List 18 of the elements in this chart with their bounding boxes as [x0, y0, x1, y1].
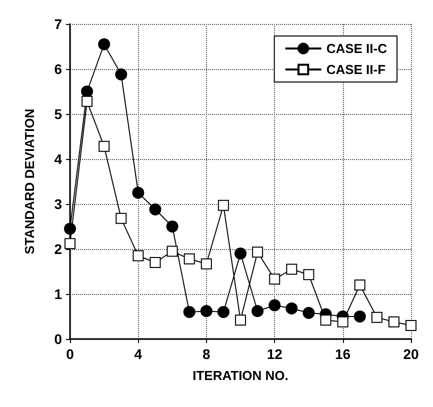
y-tick-label: 1 [54, 286, 62, 302]
y-tick-label: 6 [54, 61, 62, 77]
y-tick-label: 4 [54, 151, 62, 167]
y-tick-label: 3 [54, 196, 62, 212]
y-tick-label: 5 [54, 106, 62, 122]
y-axis-title: STANDARD DEVIATION [22, 108, 37, 254]
y-tick-label: 0 [54, 331, 62, 347]
x-tick-label: 12 [266, 346, 283, 362]
x-tick-label: 20 [403, 346, 419, 362]
x-tick-label: 0 [66, 346, 74, 362]
x-tick-label: 16 [335, 346, 351, 362]
x-tick-label: 4 [134, 346, 142, 362]
legend-label: CASE II-F [326, 62, 386, 77]
y-tick-label: 2 [54, 241, 62, 257]
legend-label: CASE II-C [326, 41, 388, 56]
y-tick-label: 7 [54, 16, 62, 32]
x-tick-label: 8 [202, 346, 210, 362]
x-axis-title: ITERATION NO. [192, 368, 288, 383]
